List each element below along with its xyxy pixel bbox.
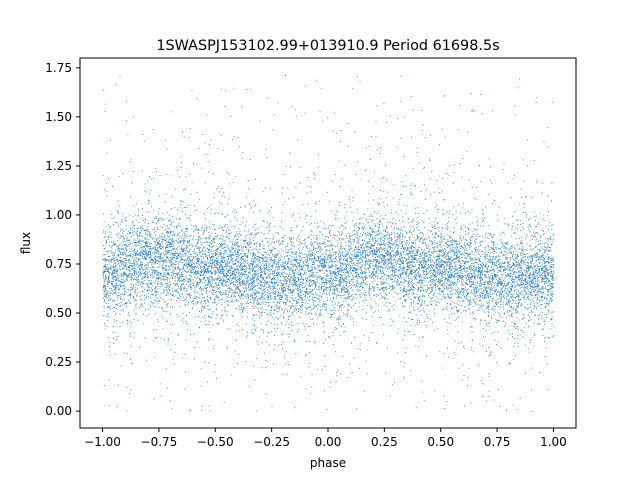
y-tick-label: 1.50 [45,110,72,124]
chart-title: 1SWASPJ153102.99+013910.9 Period 61698.5… [156,38,499,54]
y-tick-label: 1.75 [45,61,72,75]
x-tick-label: −0.25 [253,435,290,449]
x-tick-label: −1.00 [84,435,121,449]
y-tick-label: 1.00 [45,208,72,222]
x-axis-ticks: −1.00 −0.75 −0.50 −0.25 0.00 0.25 0.50 0.75 1.00 [84,428,567,449]
y-tick-label: 0.75 [45,257,72,271]
y-axis-label: flux [19,232,33,254]
y-tick-label: 1.25 [45,159,72,173]
x-axis-label: phase [310,456,346,470]
x-tick-label: −0.50 [197,435,234,449]
y-tick-label: 0.50 [45,306,72,320]
x-tick-label: 0.75 [484,435,511,449]
y-axis-ticks: 0.00 0.25 0.50 0.75 1.00 1.25 1.50 1.75 [45,61,80,418]
x-tick-label: 0.25 [371,435,398,449]
y-tick-label: 0.25 [45,355,72,369]
y-tick-label: 0.00 [45,404,72,418]
x-tick-label: 0.50 [427,435,454,449]
x-tick-label: 0.00 [315,435,342,449]
x-tick-label: −0.75 [141,435,178,449]
x-tick-label: 1.00 [540,435,567,449]
